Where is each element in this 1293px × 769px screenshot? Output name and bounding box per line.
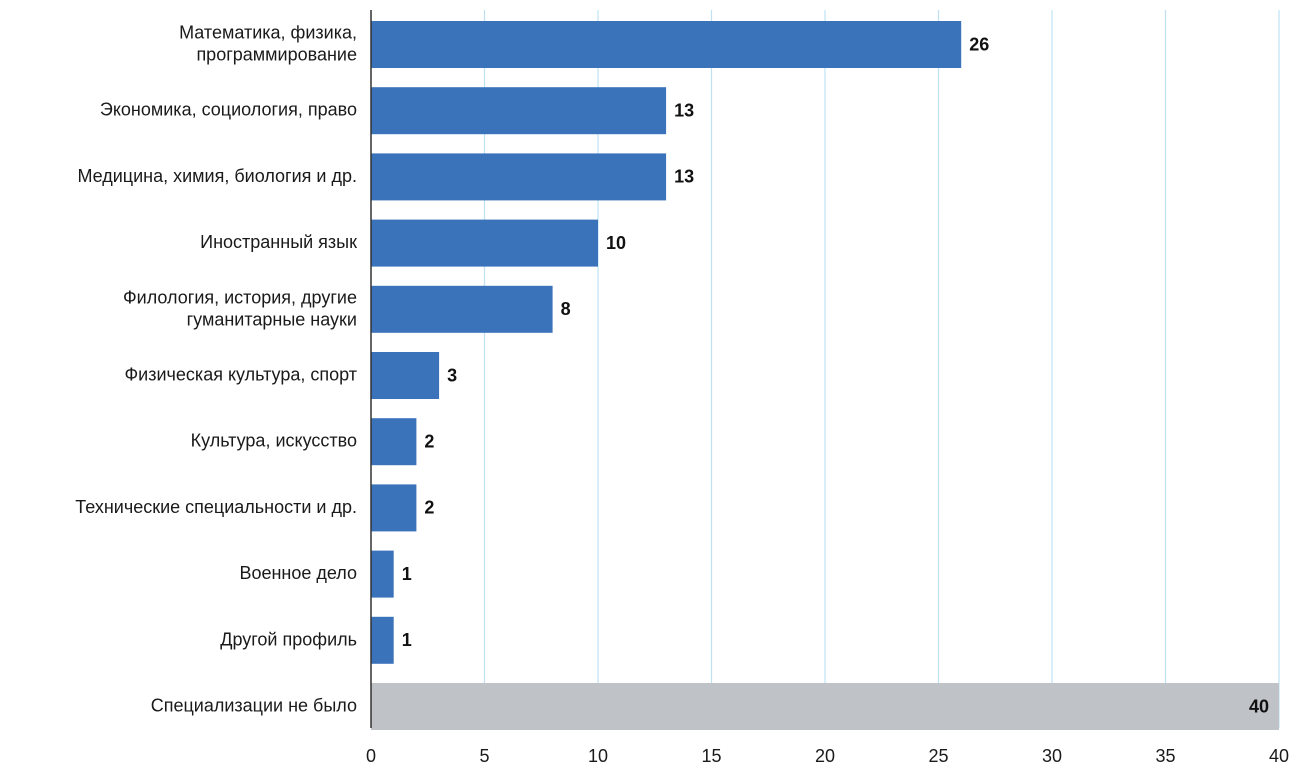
category-label-7: Технические специальности и др.: [75, 497, 357, 517]
bar-3: [371, 219, 598, 267]
category-label-5: Физическая культура, спорт: [124, 364, 357, 384]
x-tick-label-20: 20: [815, 746, 835, 766]
x-tick-label-30: 30: [1042, 746, 1062, 766]
value-label-7: 2: [424, 498, 434, 518]
x-tick-label-15: 15: [701, 746, 721, 766]
category-label-line: Иностранный язык: [200, 232, 357, 252]
category-label-3: Иностранный язык: [200, 232, 357, 252]
bar-0: [371, 21, 962, 68]
category-label-1: Экономика, социология, право: [100, 99, 357, 119]
category-label-10: Специализации не было: [151, 695, 357, 715]
x-tick-label-0: 0: [366, 746, 376, 766]
category-label-line: Экономика, социология, право: [100, 99, 357, 119]
category-label-line: гуманитарные науки: [187, 309, 357, 329]
category-label-8: Военное дело: [239, 563, 357, 583]
category-labels: Математика, физика, программирование Эконо…: [75, 22, 357, 715]
bar-2: [371, 153, 667, 201]
bar-9: [371, 616, 394, 664]
category-label-line: Математика, физика,: [179, 22, 357, 42]
category-label-line: Культура, искусство: [191, 430, 357, 450]
bar-10: [371, 683, 1279, 730]
category-label-line: Военное дело: [239, 563, 357, 583]
bars: [371, 21, 1279, 730]
bar-6: [371, 418, 417, 466]
category-label-4: Филология, история, другие гуманитарные н…: [123, 287, 357, 329]
category-label-line: Другой профиль: [220, 629, 357, 649]
category-label-line: Специализации не было: [151, 695, 357, 715]
category-label-2: Медицина, химия, биология и др.: [77, 166, 357, 186]
bar-1: [371, 87, 667, 135]
category-label-line: Технические специальности и др.: [75, 497, 357, 517]
bar-5: [371, 352, 440, 399]
category-label-6: Культура, искусство: [191, 430, 357, 450]
value-label-5: 3: [447, 365, 457, 385]
value-label-1: 13: [674, 100, 694, 120]
x-tick-label-5: 5: [479, 746, 489, 766]
x-tick-label-40: 40: [1269, 746, 1289, 766]
value-label-6: 2: [424, 431, 434, 451]
category-label-line: программирование: [196, 44, 357, 64]
bar-4: [371, 285, 553, 333]
category-label-line: Физическая культура, спорт: [124, 364, 357, 384]
value-label-4: 8: [561, 299, 571, 319]
category-label-0: Математика, физика, программирование: [179, 22, 357, 64]
value-label-10: 40: [1249, 696, 1269, 716]
category-label-line: Медицина, химия, биология и др.: [77, 166, 357, 186]
x-tick-labels: 0 5 10 15 20 25 30 35 40: [366, 746, 1289, 766]
x-tick-label-10: 10: [588, 746, 608, 766]
category-label-9: Другой профиль: [220, 629, 357, 649]
category-label-line: Филология, история, другие: [123, 287, 357, 307]
bar-7: [371, 484, 417, 532]
value-label-9: 1: [402, 630, 412, 650]
value-label-3: 10: [606, 233, 626, 253]
value-labels: 26 13 13 10 8 3 2 2 1 1 40: [402, 34, 1269, 716]
x-tick-label-25: 25: [928, 746, 948, 766]
bar-8: [371, 550, 394, 598]
value-label-2: 13: [674, 167, 694, 187]
value-label-8: 1: [402, 564, 412, 584]
value-label-0: 26: [969, 34, 989, 54]
x-tick-label-35: 35: [1155, 746, 1175, 766]
